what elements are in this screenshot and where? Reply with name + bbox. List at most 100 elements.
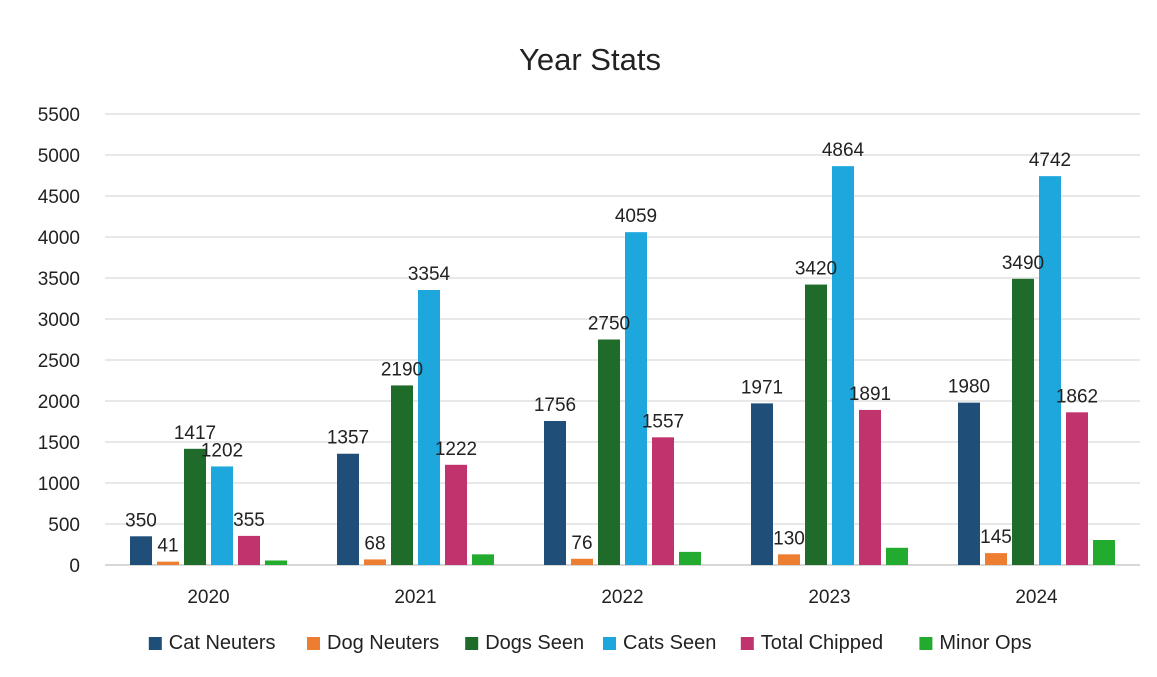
bar-cat-neuters <box>130 536 152 565</box>
bar-minor-ops <box>265 560 287 565</box>
x-tick-label: 2022 <box>601 587 643 608</box>
bar-dogs-seen <box>391 385 413 565</box>
legend: Cat Neuters Dog Neuters Dogs Seen Cats Seen… <box>148 632 1032 654</box>
data-label: 1756 <box>534 395 576 416</box>
legend-swatch <box>465 637 479 650</box>
bar-minor-ops <box>886 547 908 565</box>
data-label: 350 <box>125 510 157 531</box>
data-label: 145 <box>980 527 1012 548</box>
chart-title: Year Stats <box>519 42 661 77</box>
data-label: 3354 <box>408 264 451 285</box>
data-label: 4059 <box>615 206 657 227</box>
legend-label: Total Chipped <box>761 632 883 654</box>
bar-total-chipped <box>1066 412 1088 565</box>
x-tick-label: 2024 <box>1015 587 1058 608</box>
bar-cat-neuters <box>751 403 773 565</box>
y-tick-label: 2000 <box>38 392 80 413</box>
bar-cat-neuters <box>958 402 980 565</box>
bar-dog-neuters <box>778 554 800 565</box>
x-tick-label: 2023 <box>808 587 850 608</box>
legend-label: Dogs Seen <box>485 632 584 654</box>
legend-label: Cats Seen <box>623 632 716 654</box>
data-label: 1971 <box>741 377 783 398</box>
legend-label: Minor Ops <box>939 632 1031 654</box>
legend-swatch <box>740 637 754 650</box>
legend-swatch <box>148 637 162 650</box>
bar-total-chipped <box>238 535 260 565</box>
data-label: 1891 <box>849 384 891 405</box>
legend-item-cats-seen: Cats Seen <box>603 632 716 654</box>
legend-swatch <box>307 637 320 650</box>
bar-minor-ops <box>679 551 701 565</box>
bar-total-chipped <box>445 464 467 565</box>
bar-dogs-seen <box>805 284 827 565</box>
legend-item-dog-neuters: Dog Neuters <box>307 632 439 654</box>
legend-swatch <box>603 637 616 650</box>
data-label: 355 <box>233 510 265 531</box>
legend-item-minor-ops: Minor Ops <box>919 632 1032 654</box>
bar-total-chipped <box>652 437 674 565</box>
y-tick-label: 5500 <box>38 105 80 126</box>
bar-dog-neuters <box>571 558 593 565</box>
legend-item-total-chipped: Total Chipped <box>740 632 883 654</box>
data-label: 3420 <box>795 259 837 280</box>
y-axis: 0 500 1000 1500 2000 2500 3000 3500 4000 4500 5000… <box>38 105 80 577</box>
bar-dog-neuters <box>985 553 1007 565</box>
legend-label: Cat Neuters <box>169 632 276 654</box>
data-label: 2190 <box>381 359 423 380</box>
legend-swatch <box>919 637 933 650</box>
legend-label: Dog Neuters <box>327 632 439 654</box>
y-tick-label: 0 <box>69 556 80 577</box>
y-tick-label: 1000 <box>38 474 80 495</box>
y-tick-label: 2500 <box>38 351 80 372</box>
legend-item-cat-neuters: Cat Neuters <box>148 632 276 654</box>
bar-cats-seen <box>418 289 440 565</box>
data-label: 76 <box>571 533 592 554</box>
x-tick-label: 2020 <box>187 587 229 608</box>
data-label: 1357 <box>327 428 369 449</box>
data-label: 41 <box>157 536 178 557</box>
data-label: 4742 <box>1029 150 1071 171</box>
data-label: 4864 <box>822 140 865 161</box>
bar-cats-seen <box>832 166 854 566</box>
legend-item-dogs-seen: Dogs Seen <box>465 632 584 654</box>
x-axis: 2020 2021 2022 2023 2024 <box>187 587 1058 608</box>
data-label: 1980 <box>948 377 990 398</box>
data-label: 68 <box>364 533 385 554</box>
data-label: 1862 <box>1056 386 1098 407</box>
bars <box>130 166 1115 566</box>
y-tick-label: 5000 <box>38 146 80 167</box>
y-tick-label: 4500 <box>38 187 80 208</box>
bar-dogs-seen <box>1012 278 1034 565</box>
bar-minor-ops <box>472 554 494 565</box>
data-label: 1417 <box>174 423 216 444</box>
bar-total-chipped <box>859 409 881 565</box>
data-label: 3490 <box>1002 253 1044 274</box>
bar-dog-neuters <box>364 559 386 565</box>
y-tick-label: 4000 <box>38 228 80 249</box>
data-label: 1557 <box>642 411 684 432</box>
bar-cat-neuters <box>337 453 359 565</box>
bar-cats-seen <box>1039 176 1061 565</box>
data-label: 2750 <box>588 314 630 335</box>
data-label: 130 <box>773 528 805 549</box>
data-label: 1222 <box>435 439 477 460</box>
data-label: 1202 <box>201 440 243 461</box>
y-tick-label: 1500 <box>38 433 80 454</box>
bar-minor-ops <box>1093 539 1115 565</box>
y-tick-label: 500 <box>48 515 80 536</box>
y-tick-label: 3500 <box>38 269 80 290</box>
bar-dogs-seen <box>184 448 206 565</box>
bar-cats-seen <box>625 232 647 566</box>
bar-dogs-seen <box>598 339 620 565</box>
y-tick-label: 3000 <box>38 310 80 331</box>
x-tick-label: 2021 <box>394 587 436 608</box>
gridlines <box>105 113 1140 566</box>
bar-dog-neuters <box>157 561 179 565</box>
bar-cat-neuters <box>544 421 566 565</box>
bar-cats-seen <box>211 466 233 565</box>
